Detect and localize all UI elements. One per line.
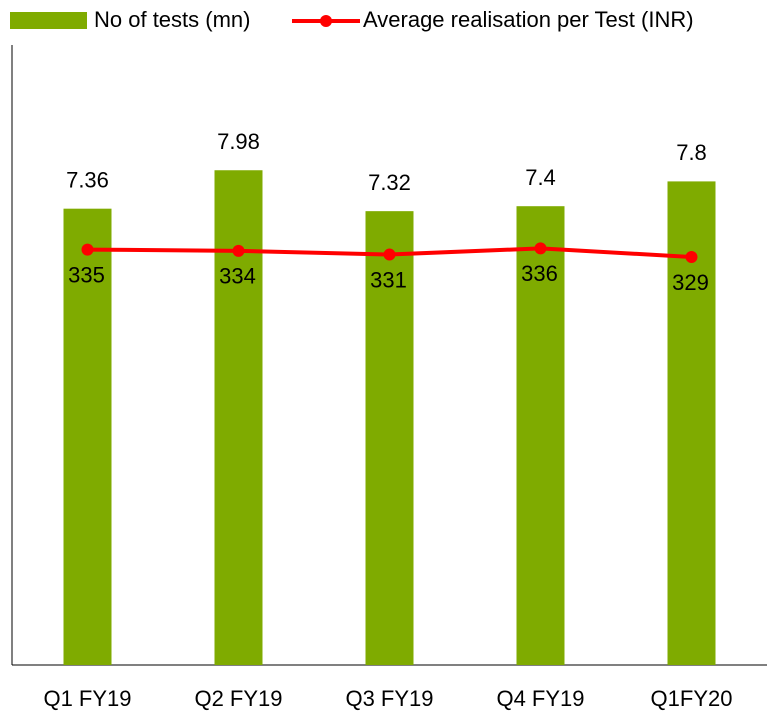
bar-value-label: 7.98 xyxy=(217,129,260,154)
x-tick-label: Q3 FY19 xyxy=(345,686,433,711)
line-value-label: 329 xyxy=(672,270,709,295)
x-tick-label: Q1FY20 xyxy=(651,686,733,711)
x-tick-label: Q4 FY19 xyxy=(496,686,584,711)
bar-value-label: 7.8 xyxy=(676,140,707,165)
line-marker xyxy=(383,248,396,261)
x-tick-label: Q1 FY19 xyxy=(43,686,131,711)
x-tick-label: Q2 FY19 xyxy=(194,686,282,711)
bar-value-label: 7.4 xyxy=(525,165,556,190)
line-value-label: 336 xyxy=(521,261,558,286)
bar xyxy=(63,208,112,665)
line-value-label: 335 xyxy=(68,262,105,287)
line-value-label: 331 xyxy=(370,267,407,292)
legend-label: Average realisation per Test (INR) xyxy=(363,7,694,32)
legend: No of tests (mn) Average realisation per… xyxy=(10,7,694,32)
line-marker xyxy=(81,243,94,256)
bar-value-label: 7.32 xyxy=(368,170,411,195)
bar xyxy=(516,206,565,665)
line-marker xyxy=(534,242,547,255)
legend-swatch-bar xyxy=(10,12,87,29)
legend-swatch-marker xyxy=(320,15,332,27)
line-marker xyxy=(685,251,698,264)
line-value-label: 334 xyxy=(219,264,256,289)
bar-value-label: 7.36 xyxy=(66,167,109,192)
line-marker xyxy=(232,244,245,257)
bar xyxy=(365,211,414,665)
bar xyxy=(214,170,263,666)
legend-label: No of tests (mn) xyxy=(94,7,250,32)
